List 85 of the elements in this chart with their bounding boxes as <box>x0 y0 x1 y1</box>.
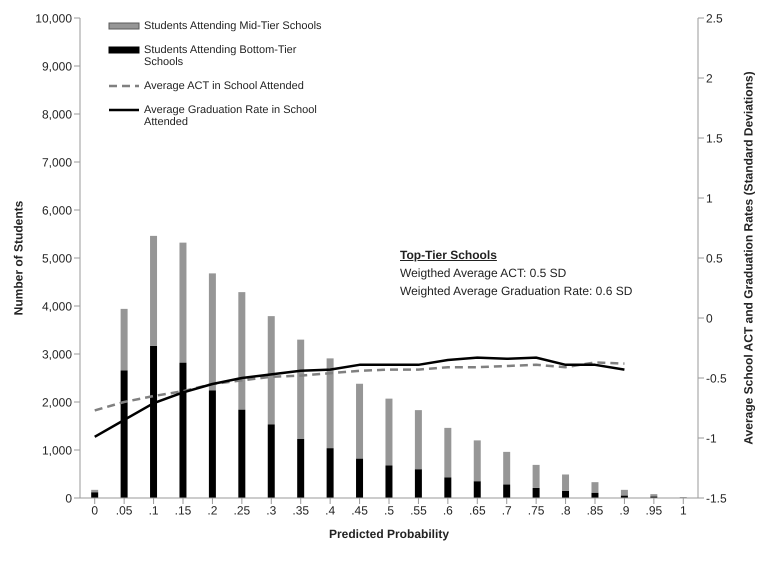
bar <box>238 410 246 498</box>
y-tick-label: 8,000 <box>42 107 72 122</box>
x-tick-label: .9 <box>619 504 630 518</box>
bar <box>120 308 128 370</box>
bar <box>268 316 275 425</box>
y-tick-label: 9,000 <box>42 59 72 74</box>
x-tick-label: .75 <box>528 504 545 518</box>
x-tick-label: 0 <box>91 504 98 518</box>
x-tick-label: .8 <box>560 504 571 518</box>
bar <box>268 424 275 498</box>
legend-label: Students Attending Bottom-Tier Schools <box>144 44 298 68</box>
bar <box>238 292 246 410</box>
bar <box>503 452 510 485</box>
bar <box>532 464 540 488</box>
y-tick-label: 7,000 <box>42 155 72 170</box>
bar <box>297 438 304 498</box>
y-tick-label: 6,000 <box>42 203 72 218</box>
x-tick-label: .4 <box>325 504 336 518</box>
x-tick-label: 1 <box>680 504 687 518</box>
bar <box>385 398 392 466</box>
annotation: Weigthed Average ACT: 0.5 SD <box>400 265 568 282</box>
x-tick-label: .5 <box>384 504 394 518</box>
legend-label: Average ACT in School Attended <box>144 80 305 92</box>
x-tick-label: .45 <box>351 504 368 518</box>
y-tick-label: 5,000 <box>42 251 72 266</box>
y-tick-label: 0 <box>65 491 72 506</box>
bar <box>385 465 392 498</box>
y2-tick-label: -1 <box>706 431 717 446</box>
y2-tick-label: 0 <box>706 311 713 326</box>
y2-tick-label: -0.5 <box>706 371 728 386</box>
y-tick-label: 10,000 <box>35 11 72 26</box>
x-tick-label: .15 <box>174 504 192 518</box>
y2-tick-label: 1.5 <box>706 131 724 146</box>
x-tick-label: .1 <box>148 504 159 518</box>
bar <box>326 358 334 448</box>
y2-tick-label: 1 <box>706 191 713 206</box>
bar <box>414 410 422 470</box>
bar <box>444 428 452 478</box>
bar <box>414 469 422 498</box>
bar <box>591 492 598 498</box>
legend-label: Average Graduation Rate in School Attended <box>144 104 318 128</box>
y2-axis-title: Average School ACT and Graduation Rates (Standard Deviations) <box>741 71 756 445</box>
annotation: Weighted Average Graduation Rate: 0.6 SD <box>400 283 632 300</box>
x-tick-label: .6 <box>442 504 454 518</box>
bar <box>208 390 216 498</box>
x-tick-label: .55 <box>410 504 428 518</box>
bar <box>179 242 186 363</box>
y-axis-title: Number of Students <box>11 200 26 316</box>
bar <box>356 384 364 459</box>
bar <box>591 482 598 493</box>
y-tick-label: 4,000 <box>42 299 72 314</box>
bar <box>532 488 540 498</box>
x-tick-label: .35 <box>292 504 310 518</box>
legend-label: Students Attending Mid-Tier Schools <box>144 20 323 32</box>
x-tick-label: .85 <box>586 504 604 518</box>
y-tick-label: 1,000 <box>42 443 72 458</box>
bar <box>356 458 364 498</box>
bar <box>474 440 481 482</box>
bar <box>562 490 570 498</box>
bar <box>91 492 98 498</box>
y2-tick-label: 0.5 <box>706 251 724 266</box>
bar <box>444 477 452 498</box>
y2-tick-label: -1.5 <box>706 491 728 506</box>
x-axis-title: Predicted Probability <box>328 527 450 541</box>
y2-tick-label: 2 <box>706 71 713 86</box>
x-tick-label: .65 <box>468 504 486 518</box>
x-tick-label: .05 <box>116 504 133 518</box>
line-series <box>93 361 626 412</box>
x-tick-label: .7 <box>502 504 512 518</box>
bar <box>297 340 304 439</box>
x-tick-label: .25 <box>234 504 251 518</box>
bar <box>208 273 216 390</box>
y-tick-label: 3,000 <box>42 347 72 362</box>
bar <box>150 236 158 346</box>
y-tick-label: 2,000 <box>42 395 72 410</box>
bar <box>474 481 481 498</box>
x-tick-label: .2 <box>207 504 218 518</box>
bar <box>620 490 628 496</box>
y2-tick-label: 2.5 <box>706 11 724 26</box>
annotation: Top-Tier Schools <box>400 247 498 264</box>
bar <box>503 484 510 498</box>
bar <box>562 474 570 491</box>
x-tick-label: .3 <box>266 504 277 518</box>
x-tick-label: .95 <box>646 504 663 518</box>
bar <box>326 448 334 498</box>
